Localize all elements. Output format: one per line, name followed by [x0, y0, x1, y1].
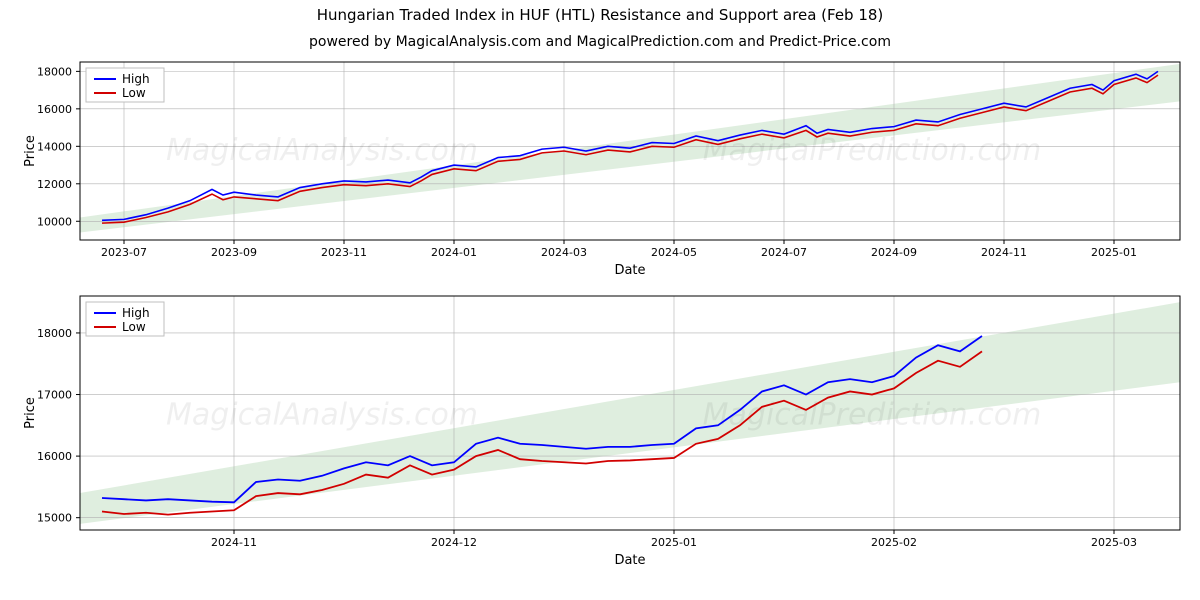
x-tick-label: 2025-01 [1091, 246, 1137, 259]
page-title: Hungarian Traded Index in HUF (HTL) Resi… [0, 0, 1200, 24]
x-tick-label: 2024-11 [211, 536, 257, 549]
x-tick-label: 2024-09 [871, 246, 917, 259]
legend-low-label: Low [122, 320, 146, 334]
y-tick-label: 14000 [37, 140, 72, 153]
legend-high-label: High [122, 72, 150, 86]
x-tick-label: 2024-11 [981, 246, 1027, 259]
x-tick-label: 2023-11 [321, 246, 367, 259]
x-tick-label: 2023-07 [101, 246, 147, 259]
y-tick-label: 18000 [37, 327, 72, 340]
x-tick-label: 2024-01 [431, 246, 477, 259]
legend: HighLow [86, 68, 164, 102]
x-tick-label: 2025-02 [871, 536, 917, 549]
x-tick-label: 2024-03 [541, 246, 587, 259]
x-tick-label: 2025-03 [1091, 536, 1137, 549]
watermark-text: MagicalAnalysis.com [166, 398, 478, 433]
legend-low-label: Low [122, 86, 146, 100]
legend: HighLow [86, 302, 164, 336]
x-tick-label: 2024-12 [431, 536, 477, 549]
bottom-chart-svg: MagicalAnalysis.com MagicalPrediction.com… [0, 284, 1200, 574]
y-tick-label: 10000 [37, 215, 72, 228]
x-tick-label: 2025-01 [651, 536, 697, 549]
y-tick-label: 16000 [37, 450, 72, 463]
legend-high-label: High [122, 306, 150, 320]
top-chart-svg: MagicalAnalysis.com MagicalPrediction.com… [0, 54, 1200, 284]
y-tick-label: 12000 [37, 178, 72, 191]
bottom-chart: MagicalAnalysis.com MagicalPrediction.com… [0, 284, 1200, 574]
watermark-text: MagicalAnalysis.com [166, 133, 478, 168]
y-tick-label: 17000 [37, 389, 72, 402]
y-axis-label: Price [23, 397, 38, 429]
x-axis-label: Date [614, 263, 645, 278]
watermark-text: MagicalPrediction.com [703, 133, 1042, 168]
x-axis-label: Date [614, 553, 645, 568]
x-tick-label: 2024-05 [651, 246, 697, 259]
x-tick-label: 2024-07 [761, 246, 807, 259]
watermark-text: MagicalPrediction.com [703, 398, 1042, 433]
y-tick-label: 15000 [37, 512, 72, 525]
y-tick-label: 18000 [37, 65, 72, 78]
y-axis-label: Price [23, 135, 38, 167]
x-tick-label: 2023-09 [211, 246, 257, 259]
top-chart: MagicalAnalysis.com MagicalPrediction.com… [0, 54, 1200, 284]
y-tick-label: 16000 [37, 103, 72, 116]
page-subtitle: powered by MagicalAnalysis.com and Magic… [0, 24, 1200, 54]
